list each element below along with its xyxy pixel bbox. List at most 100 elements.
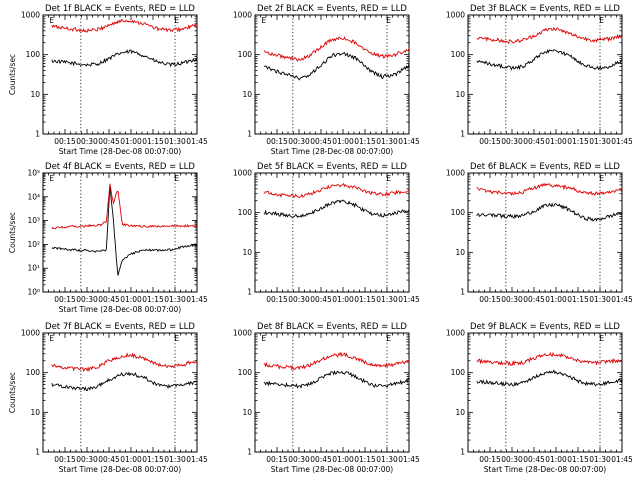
x-axis-label: Start Time (28-Dec-08 00:07:00) xyxy=(484,465,606,474)
x-tick-label: 00:45 xyxy=(98,455,120,464)
plot-frame xyxy=(254,332,410,453)
plot-frame xyxy=(42,14,198,135)
series-lld-line xyxy=(476,352,623,367)
panel-title: Det 8f BLACK = Events, RED = LLD xyxy=(257,322,407,332)
eclipse-marker: E xyxy=(174,334,179,343)
panel-det-6: Det 6f BLACK = Events, RED = LLD 1 10 100 10… xyxy=(446,162,633,304)
series-events-line xyxy=(51,186,198,276)
y-tick-label: 10⁰ xyxy=(27,288,40,297)
x-tick-label: 01:45 xyxy=(611,295,633,304)
y-tick-label: 100 xyxy=(238,50,253,59)
y-tick-label: 1000 xyxy=(233,329,252,338)
y-tick-label: 10⁵ xyxy=(27,169,40,178)
x-tick-label: 01:15 xyxy=(142,137,164,146)
eclipse-marker: E xyxy=(599,16,604,25)
panel-det-9: Det 9f BLACK = Events, RED = LLD 1 10 100 10… xyxy=(446,322,633,474)
panel-title: Det 3f BLACK = Events, RED = LLD xyxy=(470,4,620,14)
eclipse-marker: E xyxy=(386,16,391,25)
panel-det-5: Det 5f BLACK = Events, RED = LLD 1 10 100 10… xyxy=(233,162,420,304)
x-tick-label: 01:15 xyxy=(354,295,376,304)
y-tick-label: 1 xyxy=(247,448,252,457)
x-tick-label: 00:15 xyxy=(54,137,76,146)
x-tick-label: 01:45 xyxy=(611,455,633,464)
x-tick-label: 00:30 xyxy=(76,295,98,304)
series-events-line xyxy=(51,49,198,68)
panel-title: Det 1f BLACK = Events, RED = LLD xyxy=(45,4,195,14)
y-tick-label: 10 xyxy=(455,408,465,417)
x-tick-label: 00:45 xyxy=(310,137,332,146)
y-tick-label: 100 xyxy=(238,368,253,377)
x-tick-label: 01:30 xyxy=(589,137,611,146)
panel-title: Det 5f BLACK = Events, RED = LLD xyxy=(257,162,407,172)
y-tick-label: 100 xyxy=(451,208,466,217)
eclipse-marker: E xyxy=(599,334,604,343)
x-axis-label: Start Time (28-Dec-08 00:07:00) xyxy=(59,147,181,156)
x-tick-label: 01:15 xyxy=(142,455,164,464)
y-tick-label: 10 xyxy=(30,90,40,99)
series-lld-line xyxy=(476,182,623,196)
series-lld-line xyxy=(476,26,623,45)
y-tick-label: 1000 xyxy=(21,329,40,338)
panel-title: Det 4f BLACK = Events, RED = LLD xyxy=(45,162,195,172)
x-tick-label: 01:00 xyxy=(120,295,142,304)
x-tick-label: 01:30 xyxy=(376,295,398,304)
panel-det-4: Det 4f BLACK = Events, RED = LLD 10⁰ 10¹ 10… xyxy=(8,162,208,314)
panel-det-3: Det 3f BLACK = Events, RED = LLD 1 10 100 10… xyxy=(446,4,633,146)
x-tick-label: 01:00 xyxy=(120,455,142,464)
y-tick-label: 100 xyxy=(26,368,41,377)
plot-frame xyxy=(467,332,623,453)
series-events-line xyxy=(476,369,623,387)
y-tick-label: 10 xyxy=(30,408,40,417)
x-tick-label: 01:30 xyxy=(589,295,611,304)
x-tick-label: 00:45 xyxy=(310,455,332,464)
y-tick-label: 1000 xyxy=(446,329,465,338)
panel-title: Det 9f BLACK = Events, RED = LLD xyxy=(470,322,620,332)
x-tick-label: 01:45 xyxy=(398,137,420,146)
x-tick-label: 01:00 xyxy=(332,137,354,146)
y-tick-label: 1000 xyxy=(233,169,252,178)
y-tick-label: 10 xyxy=(455,248,465,257)
x-tick-label: 01:00 xyxy=(545,455,567,464)
x-tick-label: 00:30 xyxy=(76,455,98,464)
x-tick-label: 00:15 xyxy=(479,137,501,146)
x-tick-label: 00:15 xyxy=(266,137,288,146)
x-tick-label: 00:15 xyxy=(266,295,288,304)
eclipse-marker: E xyxy=(261,334,266,343)
x-tick-label: 00:15 xyxy=(54,455,76,464)
x-tick-label: 00:45 xyxy=(98,137,120,146)
series-lld-line xyxy=(263,36,410,62)
y-tick-label: 1000 xyxy=(446,169,465,178)
series-lld-line xyxy=(51,18,198,33)
series-events-line xyxy=(263,51,410,81)
y-tick-label: 1 xyxy=(35,448,40,457)
x-axis-label: Start Time (28-Dec-08 00:07:00) xyxy=(271,147,393,156)
x-tick-label: 00:45 xyxy=(523,295,545,304)
eclipse-marker: E xyxy=(599,174,604,183)
panel-title: Det 2f BLACK = Events, RED = LLD xyxy=(257,4,407,14)
x-tick-label: 00:15 xyxy=(479,455,501,464)
y-tick-label: 1 xyxy=(247,130,252,139)
eclipse-marker: E xyxy=(174,16,179,25)
y-tick-label: 1 xyxy=(247,288,252,297)
y-axis-label: Counts/sec xyxy=(8,54,17,95)
panel-det-8: Det 8f BLACK = Events, RED = LLD 1 10 100 10… xyxy=(233,322,420,474)
x-tick-label: 01:15 xyxy=(567,137,589,146)
y-tick-label: 10 xyxy=(242,408,252,417)
x-tick-label: 00:15 xyxy=(54,295,76,304)
panel-det-1: Det 1f BLACK = Events, RED = LLD 1 10 100 10… xyxy=(8,4,208,156)
x-tick-label: 01:45 xyxy=(398,455,420,464)
y-axis-label: Counts/sec xyxy=(8,372,17,413)
plot-frame xyxy=(467,172,623,293)
x-tick-label: 01:45 xyxy=(186,137,208,146)
x-tick-label: 00:30 xyxy=(501,455,523,464)
plot-frame xyxy=(42,172,198,293)
plot-frame xyxy=(254,172,410,293)
series-lld-line xyxy=(51,183,197,230)
x-tick-label: 01:00 xyxy=(332,455,354,464)
y-tick-label: 10² xyxy=(27,240,40,249)
x-tick-label: 01:15 xyxy=(567,295,589,304)
y-tick-label: 10⁴ xyxy=(27,192,40,201)
series-events-line xyxy=(476,202,623,222)
x-tick-label: 01:00 xyxy=(332,295,354,304)
